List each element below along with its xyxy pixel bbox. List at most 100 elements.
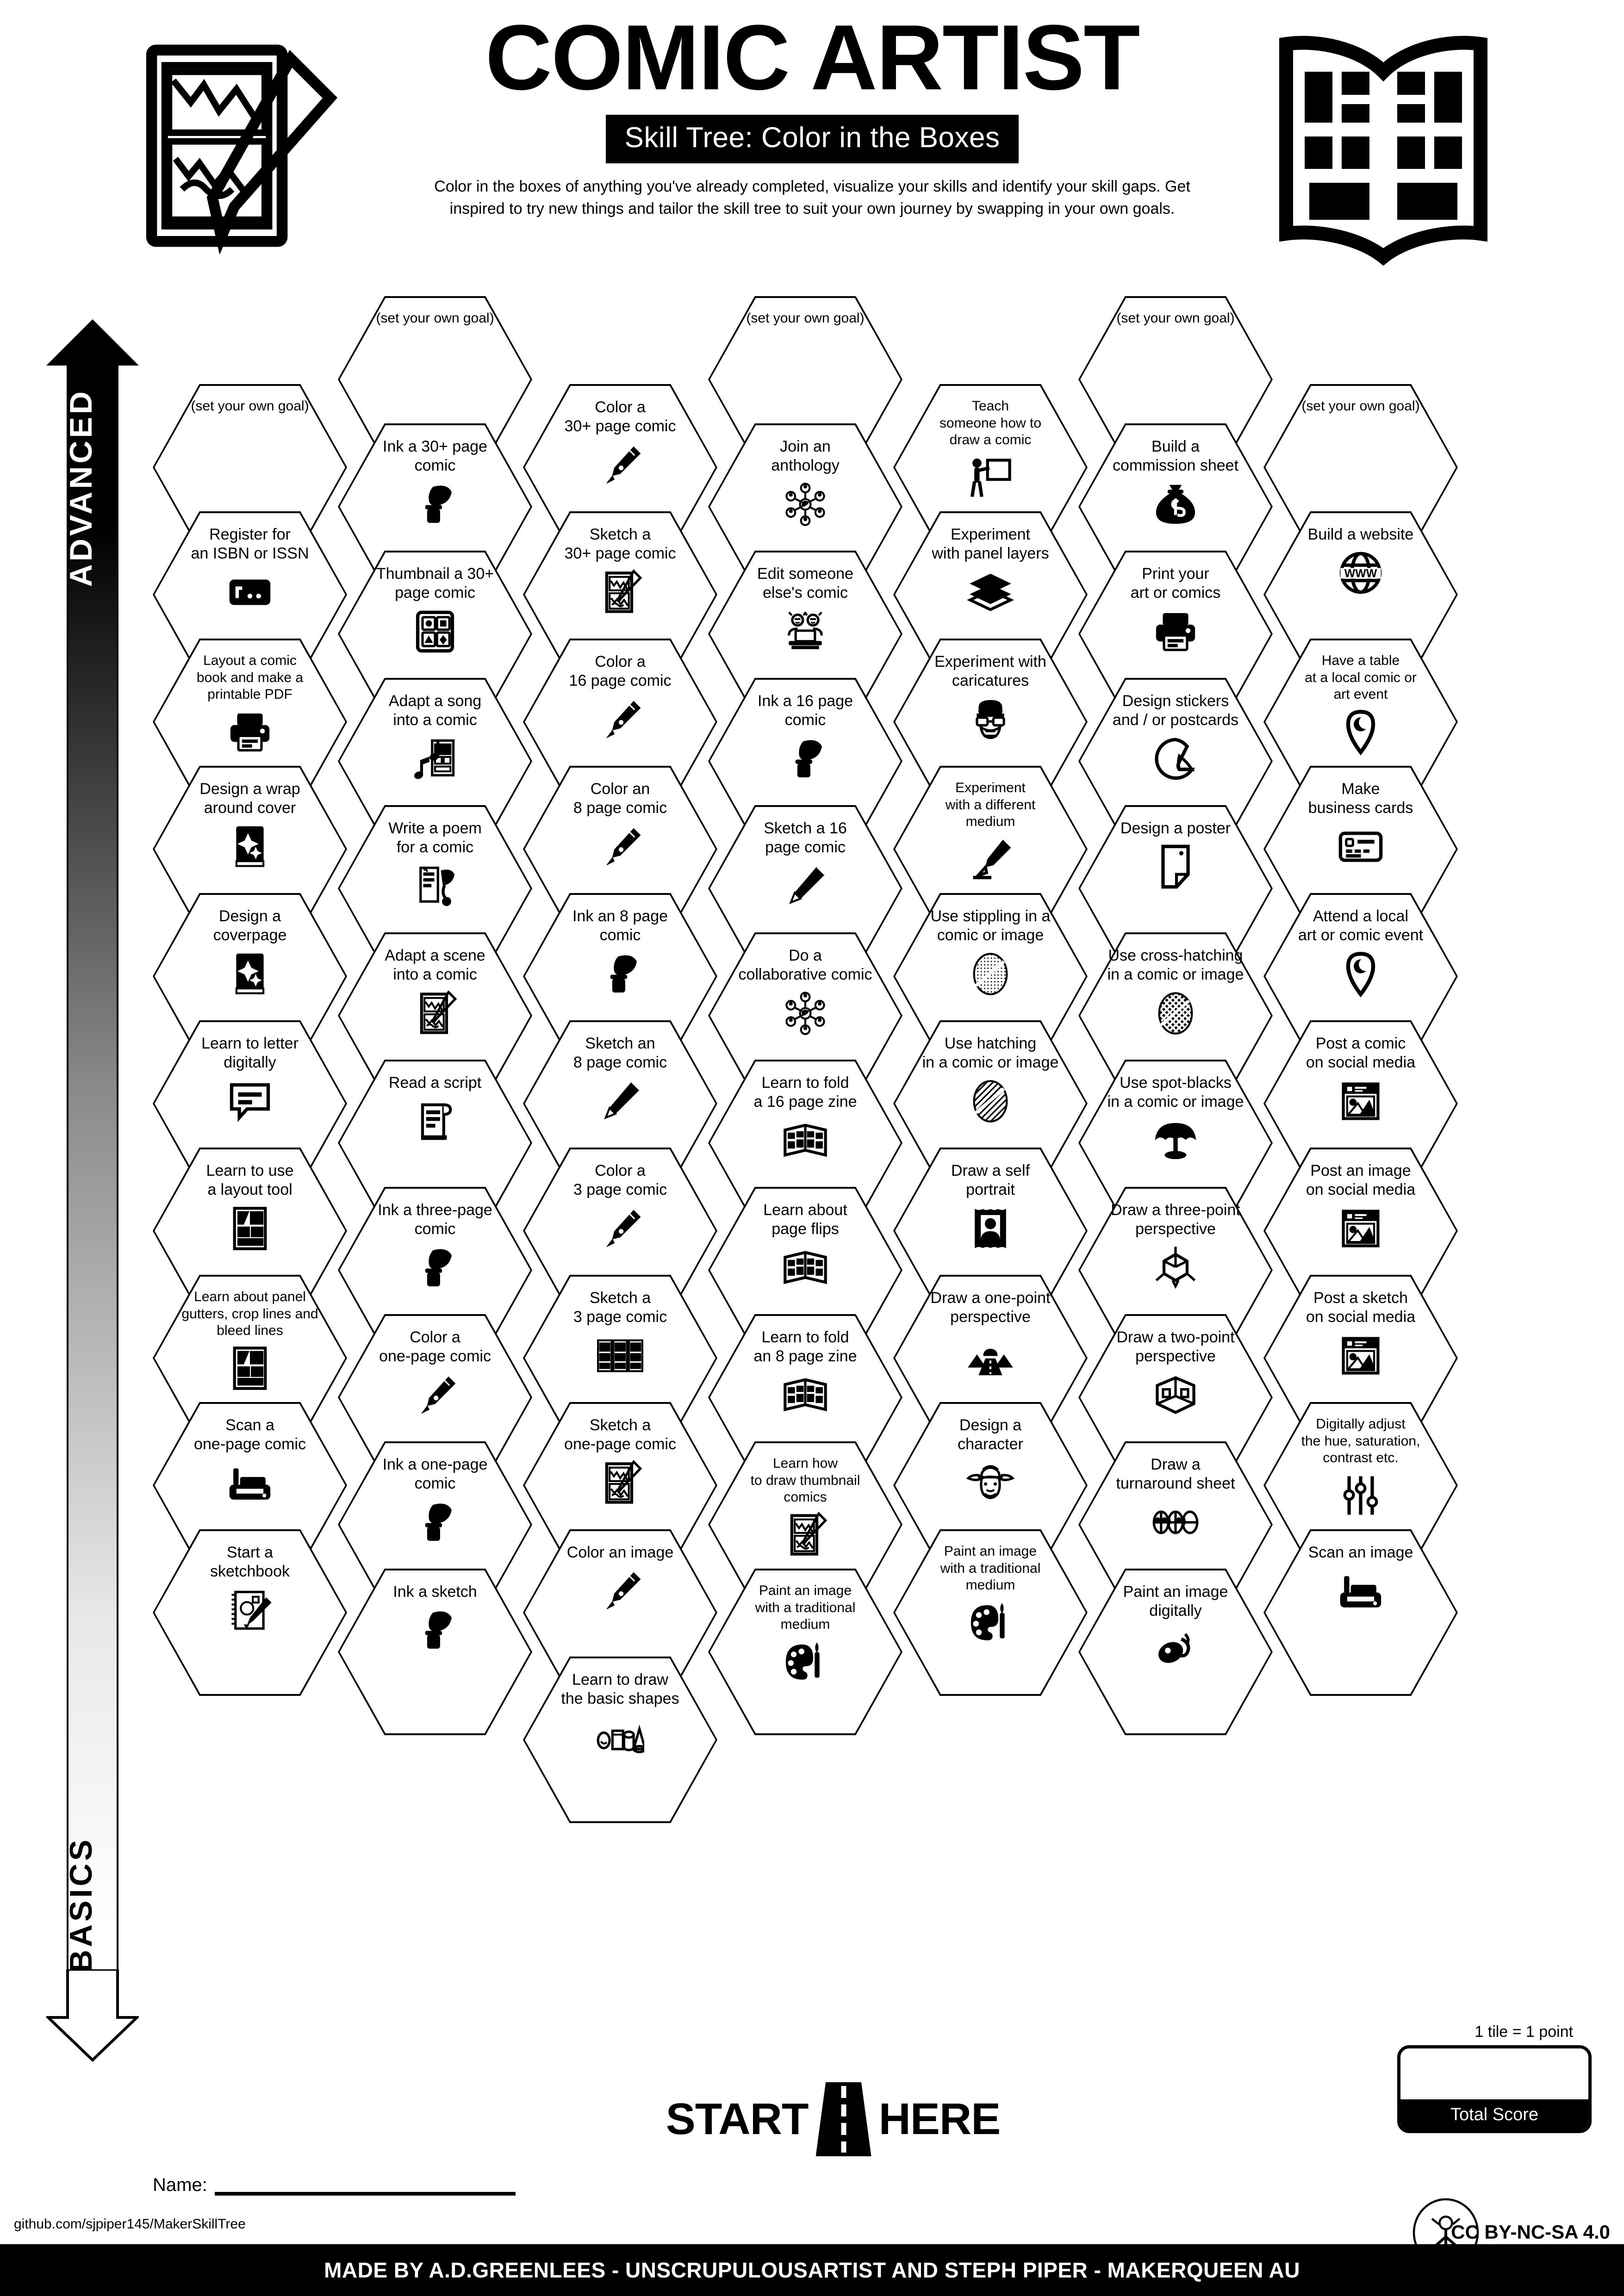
hex-content: Scan a one-page comic xyxy=(153,1402,347,1569)
skill-label: Edit someone else's comic xyxy=(757,565,853,602)
skill-hex-tile[interactable]: Ink a 16 page comic xyxy=(708,678,902,844)
skill-hex-tile[interactable]: Post an image on social media xyxy=(1263,1148,1458,1314)
skill-label: Design a wrap around cover xyxy=(199,780,300,817)
skill-hex-tile[interactable]: (set your own goal) xyxy=(338,296,532,463)
hex-content: Learn to use a layout tool xyxy=(153,1148,347,1314)
marker-pen-icon xyxy=(966,835,1014,883)
skill-label: Ink a 16 page comic xyxy=(757,692,853,729)
skill-hex-tile[interactable]: Sketch an 8 page comic xyxy=(523,1020,717,1187)
hex-content: Do a collaborative comic xyxy=(708,932,902,1099)
hex-fill-area[interactable] xyxy=(340,1570,530,1733)
quill-ink-icon xyxy=(596,950,644,998)
skill-hex-tile[interactable]: Start a sketchbook xyxy=(153,1529,347,1696)
hex-content: Scan an image xyxy=(1263,1529,1458,1696)
folded-zine-icon xyxy=(781,1371,829,1419)
skill-label: Color an image xyxy=(566,1544,674,1561)
road-icon xyxy=(815,2082,871,2156)
arrow-tail-icon xyxy=(46,1969,139,2062)
github-link[interactable]: github.com/sjpiper145/MakerSkillTree xyxy=(14,2216,246,2232)
page-header: COMIC ARTIST Skill Tree: Color in the Bo… xyxy=(0,0,1624,305)
name-input-line[interactable] xyxy=(214,2191,516,2196)
hex-content: Sketch a one-page comic xyxy=(523,1402,717,1569)
total-score-label: Total Score xyxy=(1400,2099,1588,2130)
sparkle-book-icon xyxy=(226,823,274,871)
skill-hex-tile[interactable]: Do a collaborative comic xyxy=(708,932,902,1099)
skill-label: Digitally adjust the hue, saturation, cont… xyxy=(1301,1416,1420,1466)
location-pin-icon xyxy=(1337,950,1385,998)
skill-hex-tile[interactable]: (set your own goal) xyxy=(1078,296,1273,463)
skill-hex-tile[interactable]: Sketch a 30+ page comic xyxy=(523,511,717,678)
svg-text:WWW: WWW xyxy=(1344,567,1377,580)
skill-hex-tile[interactable]: Ink a sketch xyxy=(338,1569,532,1735)
hex-content: Color an 8 page comic xyxy=(523,766,717,932)
skill-label: Build a commission sheet xyxy=(1112,438,1239,475)
social-post-icon xyxy=(1337,1204,1385,1253)
quill-ink-icon xyxy=(411,1606,459,1654)
skill-hex-tile[interactable]: Adapt a scene into a comic xyxy=(338,932,532,1099)
skill-label: Write a poem for a comic xyxy=(388,819,482,856)
paintbrush-icon xyxy=(596,695,644,744)
skill-hex-tile[interactable]: Design a character xyxy=(893,1402,1088,1569)
sketch-page-icon xyxy=(596,1459,644,1507)
skill-hex-tile[interactable]: Ink a one-page comic xyxy=(338,1441,532,1608)
skill-hex-tile[interactable]: Paint an image digitally xyxy=(1078,1569,1273,1735)
social-post-icon xyxy=(1337,1332,1385,1380)
skill-hex-tile[interactable]: Paint an image with a traditional medium xyxy=(708,1569,902,1735)
skill-hex-tile[interactable]: Learn to fold a 16 page zine xyxy=(708,1060,902,1226)
skill-label: Design a poster xyxy=(1120,819,1231,837)
skill-label: Start a sketchbook xyxy=(210,1544,290,1581)
scanner-icon xyxy=(1337,1567,1385,1615)
skill-label: (set your own goal) xyxy=(376,310,494,326)
hex-content: Color a 30+ page comic xyxy=(523,384,717,551)
skill-hex-tile[interactable]: Design a poster xyxy=(1078,805,1273,972)
footer-bar: MADE BY A.D.GREENLEES - UNSCRUPULOUSARTI… xyxy=(0,2244,1624,2296)
hex-content: Draw a self portrait xyxy=(893,1148,1088,1314)
skill-label: Post a comic on social media xyxy=(1306,1035,1416,1072)
skill-label: (set your own goal) xyxy=(191,398,309,414)
hex-fill-area[interactable] xyxy=(1265,1531,1456,1694)
hex-content: Color a one-page comic xyxy=(338,1314,532,1481)
skill-label: Thumbnail a 30+ page comic xyxy=(376,565,494,602)
skill-hex-tile[interactable]: Color a one-page comic xyxy=(338,1314,532,1481)
printer-icon xyxy=(1151,608,1200,656)
palette-brush-icon xyxy=(966,1599,1014,1647)
hex-content: Draw a one-point perspective xyxy=(893,1275,1088,1441)
name-field[interactable]: Name: xyxy=(153,2175,516,2196)
skill-hex-tile[interactable]: Paint an image with a traditional medium xyxy=(893,1529,1088,1696)
hex-content: Sketch an 8 page comic xyxy=(523,1020,717,1187)
skill-hex-tile[interactable]: Post a comic on social media xyxy=(1263,1020,1458,1187)
hex-content: Adapt a song into a comic xyxy=(338,678,532,844)
skill-label: Color a 16 page comic xyxy=(569,653,672,690)
skill-hex-tile[interactable]: Have a table at a local comic or art event xyxy=(1263,639,1458,805)
skill-label: Post a sketch on social media xyxy=(1306,1289,1416,1326)
hex-content: Layout a comic book and make a printable P… xyxy=(153,639,347,805)
hex-content: Draw a three-point perspective xyxy=(1078,1187,1273,1353)
hex-content: Post a comic on social media xyxy=(1263,1020,1458,1187)
hex-fill-area[interactable] xyxy=(525,1658,716,1821)
skill-hex-tile[interactable]: Scan an image xyxy=(1263,1529,1458,1696)
hex-content: Build a website WWW xyxy=(1263,511,1458,678)
skill-hex-tile[interactable]: Ink a 30+ page comic xyxy=(338,423,532,590)
hex-content: Learn to fold an 8 page zine xyxy=(708,1314,902,1481)
hex-content: Build a commission sheet xyxy=(1078,423,1273,590)
skill-hex-tile[interactable]: Layout a comic book and make a printable P… xyxy=(153,639,347,805)
network-people-icon xyxy=(781,480,829,528)
skill-hex-tile[interactable]: Color a 30+ page comic xyxy=(523,384,717,551)
skill-hex-tile[interactable]: (set your own goal) xyxy=(153,384,347,551)
skill-hex-tile[interactable]: Learn to draw the basic shapes xyxy=(523,1657,717,1823)
skill-hex-tile[interactable]: Learn how to draw thumbnail comics xyxy=(708,1441,902,1608)
hex-content: Adapt a scene into a comic xyxy=(338,932,532,1099)
skill-hex-tile[interactable]: Adapt a song into a comic xyxy=(338,678,532,844)
skill-hex-tile[interactable]: Write a poem for a comic xyxy=(338,805,532,972)
total-score-box[interactable]: Total Score xyxy=(1397,2045,1592,2133)
hex-content: Paint an image with a traditional medium xyxy=(708,1569,902,1735)
hex-content: Use spot-blacks in a comic or image xyxy=(1078,1060,1273,1226)
crosshatch-sphere-icon xyxy=(1151,989,1200,1037)
score-input-area[interactable] xyxy=(1400,2048,1588,2099)
skill-label: Print your art or comics xyxy=(1130,565,1221,602)
hex-content: Write a poem for a comic xyxy=(338,805,532,972)
skill-hex-tile[interactable]: Draw a one-point perspective xyxy=(893,1275,1088,1441)
